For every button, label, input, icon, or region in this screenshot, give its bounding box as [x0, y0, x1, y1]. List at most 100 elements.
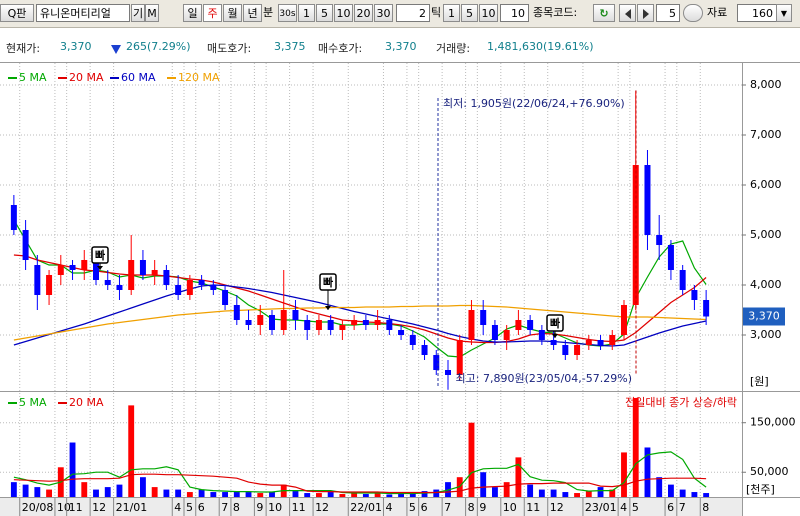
- volume-bar: [269, 492, 275, 497]
- signal-box: [319, 273, 337, 291]
- period-button[interactable]: 년: [243, 4, 262, 22]
- volume-bar: [527, 484, 534, 497]
- volume-bar: [562, 492, 569, 497]
- bid: 3,370: [385, 40, 417, 53]
- candle-body: [339, 325, 346, 330]
- signal-box: [91, 246, 109, 264]
- period-button[interactable]: 주: [203, 4, 222, 22]
- volume-bar: [339, 494, 346, 497]
- candle-body: [621, 305, 627, 335]
- minute-button[interactable]: 1: [298, 4, 315, 22]
- x-tick-label: 11: [69, 501, 83, 514]
- tick-button[interactable]: 10: [479, 4, 498, 22]
- price-label: 현재가:: [6, 42, 41, 55]
- tick-button[interactable]: 5: [461, 4, 478, 22]
- candle-body: [656, 235, 663, 245]
- option-button[interactable]: 기: [131, 4, 145, 22]
- minute-button[interactable]: 30: [374, 4, 393, 22]
- option-button[interactable]: M: [145, 4, 159, 22]
- volume-bar: [550, 489, 557, 497]
- volume-bar: [116, 484, 123, 497]
- legend-label: 5 MA: [19, 396, 47, 409]
- count-input[interactable]: 10: [500, 4, 529, 22]
- candle-body: [703, 300, 710, 317]
- candle-body: [574, 345, 581, 355]
- candle-body: [81, 260, 88, 270]
- tick-input[interactable]: 2: [396, 4, 430, 22]
- stock-name[interactable]: 유니온머티리얼: [36, 4, 130, 22]
- minute-button[interactable]: 30s: [278, 4, 297, 22]
- prev-button[interactable]: [619, 4, 636, 22]
- volume-bar: [10, 482, 17, 497]
- volume-bar: [292, 491, 299, 497]
- volume-bar: [538, 489, 545, 497]
- change: 265(7.29%): [126, 40, 191, 53]
- data-label: 자료: [707, 6, 728, 19]
- candle-body: [34, 265, 41, 295]
- minute-button[interactable]: 10: [334, 4, 353, 22]
- candle-body: [480, 310, 487, 325]
- y-tick-label: 4,000: [750, 278, 782, 291]
- y-unit: [원]: [750, 375, 769, 388]
- candle-body: [46, 275, 53, 295]
- candle-body: [409, 335, 416, 345]
- volume-bar: [574, 493, 580, 497]
- minute-button[interactable]: 20: [354, 4, 373, 22]
- legend-label: 20 MA: [69, 396, 104, 409]
- volume-bar: [34, 487, 41, 497]
- candle-body: [351, 320, 358, 325]
- signal-box: [546, 314, 564, 332]
- signal-label: 빠: [95, 248, 106, 262]
- volume-bar: [163, 489, 170, 497]
- volume-bar: [22, 484, 29, 497]
- clock-button[interactable]: [683, 4, 703, 22]
- annotation: 최저: 1,905원(22/06/24,+76.90%): [443, 97, 625, 110]
- volume-bar: [198, 489, 205, 497]
- volume-bar: [93, 489, 99, 497]
- candle-body: [280, 310, 287, 330]
- tick-button[interactable]: 1: [443, 4, 460, 22]
- volume-bar: [398, 494, 404, 497]
- candle-body: [104, 280, 111, 285]
- refresh-button[interactable]: ↻: [593, 4, 615, 22]
- data-count[interactable]: 160: [737, 4, 777, 22]
- period-button[interactable]: 월: [223, 4, 242, 22]
- candle-body: [609, 335, 616, 345]
- x-tick-label: 23/01: [585, 501, 617, 514]
- dropdown-button[interactable]: ▼: [776, 4, 792, 22]
- x-tick-label: 9: [479, 501, 486, 514]
- volume-unit: [천주]: [746, 482, 775, 496]
- volume-bar: [386, 494, 393, 497]
- step-input[interactable]: 5: [656, 4, 680, 22]
- ask-label: 매도호가:: [207, 42, 252, 55]
- period-button[interactable]: 일: [183, 4, 202, 22]
- volume-bar: [57, 467, 64, 497]
- y-tick-label: 8,000: [750, 78, 782, 91]
- candle-body: [69, 265, 76, 270]
- candle-body: [538, 330, 545, 340]
- x-tick-label: 6: [667, 501, 674, 514]
- x-tick-label: 7: [444, 501, 451, 514]
- x-tick-label: 4: [620, 501, 627, 514]
- signal-arrowhead: [325, 306, 331, 310]
- volume-bar: [421, 491, 428, 497]
- signal-label: 빠: [550, 316, 561, 330]
- x-axis-strip: [0, 498, 742, 516]
- code-label: 종목코드:: [533, 6, 578, 19]
- x-tick-label: 22/01: [350, 501, 382, 514]
- volume-bar: [597, 487, 604, 497]
- next-button[interactable]: [637, 4, 654, 22]
- candle-body: [198, 280, 205, 285]
- y-tick-label: 50,000: [750, 465, 789, 478]
- x-tick-label: 4: [385, 501, 392, 514]
- ask: 3,375: [274, 40, 306, 53]
- x-tick-label: 10: [268, 501, 282, 514]
- candle-body: [93, 260, 99, 280]
- minute-button[interactable]: 5: [316, 4, 333, 22]
- volume-bar: [492, 487, 498, 497]
- volume-bar: [433, 489, 440, 497]
- volume-bar: [621, 452, 627, 497]
- candle-body: [210, 285, 217, 290]
- search-button[interactable]: Q판: [0, 4, 34, 22]
- candle-body: [139, 260, 146, 275]
